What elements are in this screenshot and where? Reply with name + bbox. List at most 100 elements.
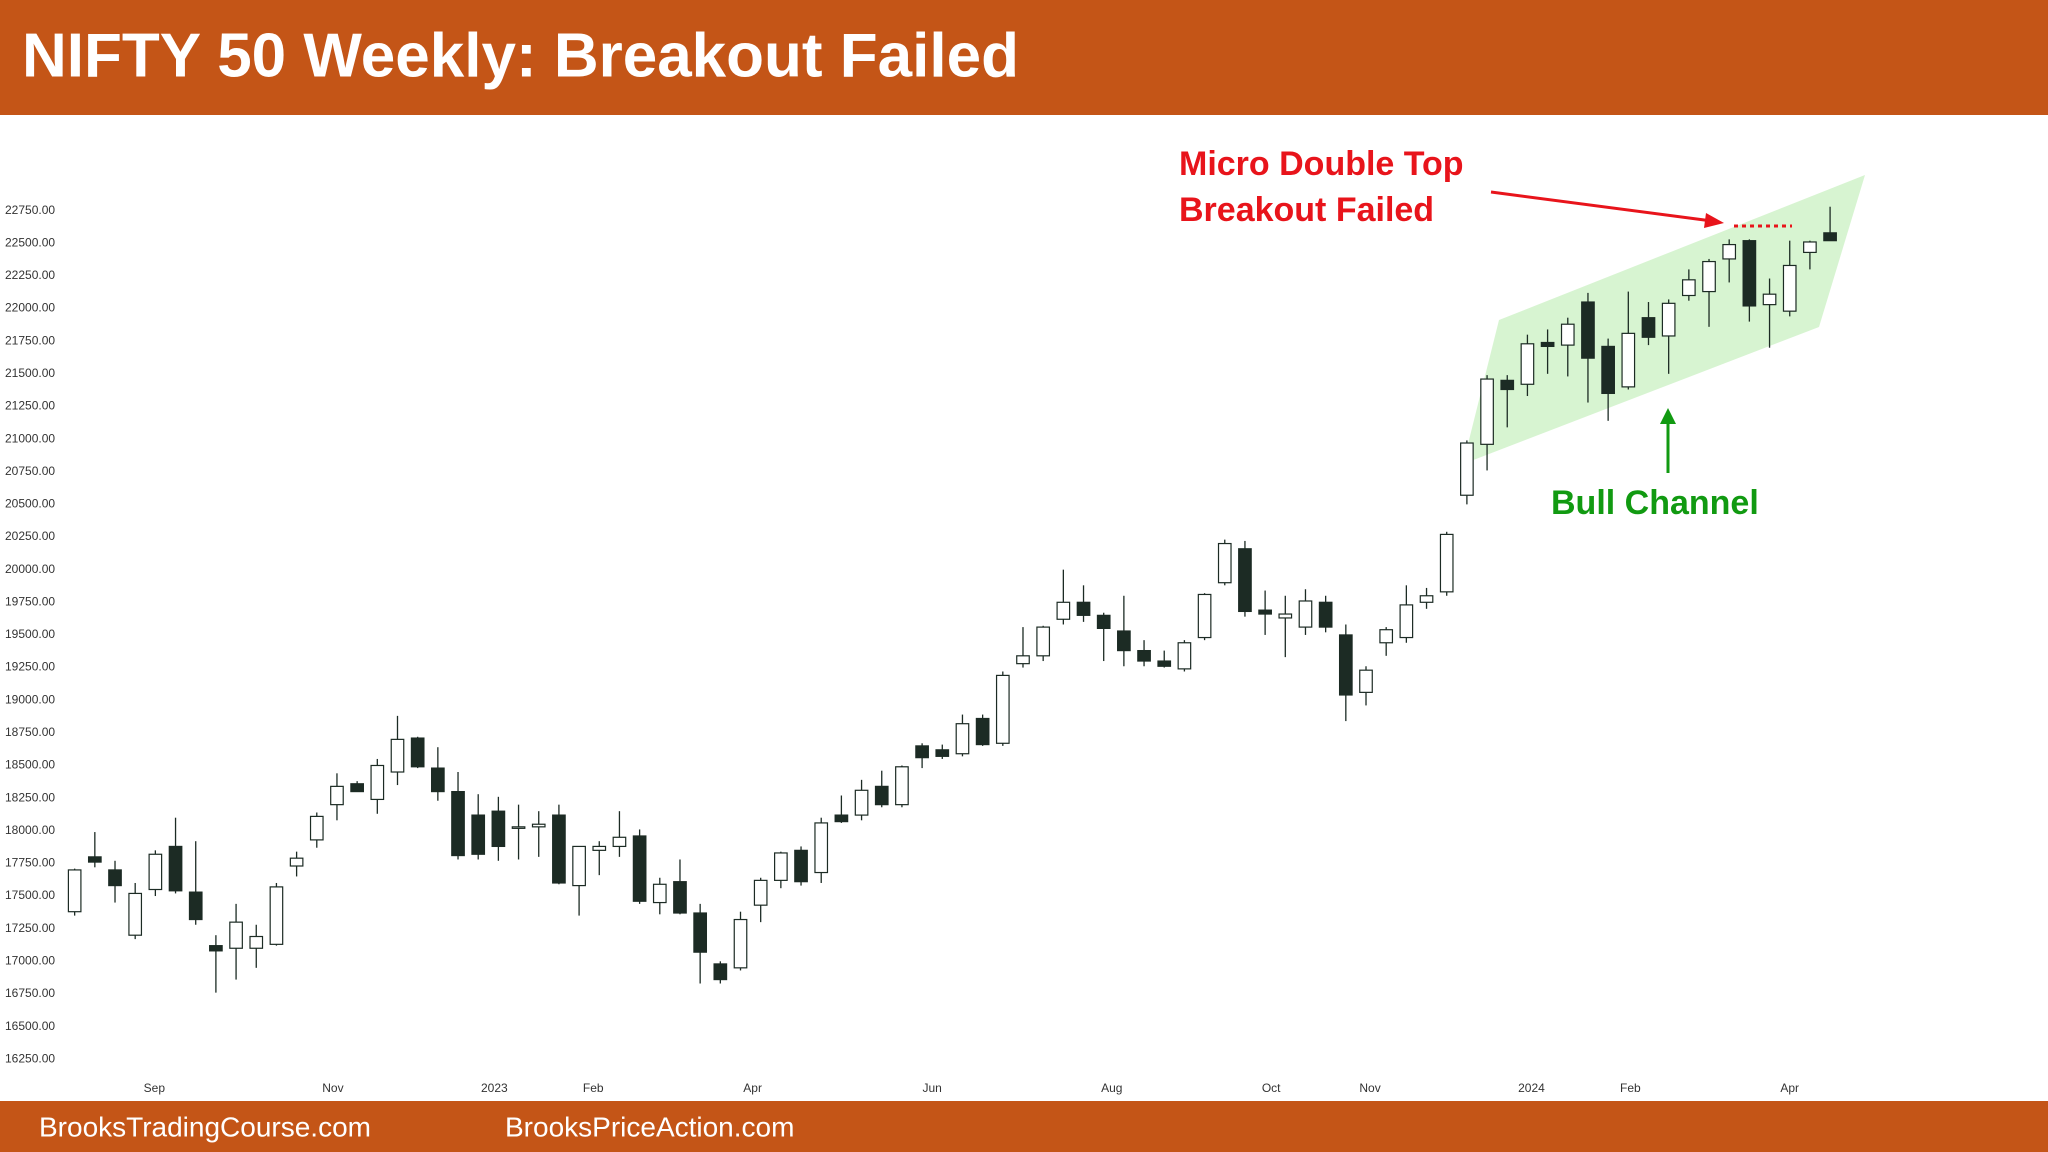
candle-body — [1399, 604, 1414, 639]
annotation: Bull Channel — [1551, 484, 1759, 522]
candle-body — [895, 766, 909, 806]
candle-body — [289, 857, 304, 867]
candle-body — [1056, 601, 1071, 620]
x-tick-label: Jun — [923, 1081, 942, 1095]
y-tick-label: 18500.00 — [5, 758, 55, 772]
candle-body — [390, 738, 405, 773]
y-tick-label: 18000.00 — [5, 823, 55, 837]
candle-body — [1177, 642, 1192, 670]
candle-body — [1258, 609, 1272, 615]
candle-body — [1278, 613, 1293, 619]
y-tick-label: 20500.00 — [5, 497, 55, 511]
x-tick-label: Apr — [743, 1081, 762, 1095]
candle-body — [209, 945, 223, 952]
candle-body — [794, 849, 808, 883]
candle-body — [1419, 595, 1434, 603]
x-tick-label: Feb — [583, 1081, 604, 1095]
y-tick-label: 19500.00 — [5, 627, 55, 641]
x-tick-label: Sep — [144, 1081, 166, 1095]
y-tick-label: 17750.00 — [5, 856, 55, 870]
candle-body — [1581, 301, 1595, 359]
candle-body — [330, 785, 344, 806]
y-tick-label: 17000.00 — [5, 953, 55, 967]
candle-body — [1096, 614, 1111, 630]
candle-body — [1480, 378, 1494, 445]
candle-body — [814, 822, 829, 874]
y-tick-label: 20250.00 — [5, 529, 55, 543]
y-tick-label: 20000.00 — [5, 562, 55, 576]
candle-body — [1540, 341, 1555, 348]
y-tick-label: 22000.00 — [5, 301, 55, 315]
candle-body — [995, 674, 1010, 744]
candle-body — [1359, 669, 1373, 693]
candle-body — [168, 845, 183, 892]
candle-body — [128, 892, 143, 936]
y-tick-label: 19250.00 — [5, 660, 55, 674]
candle-body — [249, 935, 264, 949]
candle-body — [1137, 649, 1151, 662]
candle-body — [733, 918, 748, 969]
candle-body — [612, 836, 627, 848]
plot: 22750.00 22500.00 22250.00 22000.00 21750.00… — [5, 203, 1837, 1095]
y-tick-label: 21250.00 — [5, 399, 55, 413]
y-tick-label: 17250.00 — [5, 921, 55, 935]
candle-body — [572, 845, 586, 887]
candle-body — [1298, 600, 1313, 628]
candle-body — [1702, 260, 1716, 293]
x-tick-label: 2024 — [1518, 1081, 1545, 1095]
candle-body — [1460, 442, 1474, 496]
x-tick-label: Nov — [322, 1081, 343, 1095]
y-tick-label: 18750.00 — [5, 725, 55, 739]
red-arrow-head — [1704, 213, 1724, 228]
candle-body — [148, 853, 163, 891]
candle-body — [410, 737, 425, 768]
candle-body — [1823, 232, 1837, 242]
y-tick-label: 18250.00 — [5, 790, 55, 804]
y-tick-label: 19750.00 — [5, 594, 55, 608]
footer-link: BrooksPriceAction.com — [505, 1111, 794, 1142]
candle-body — [673, 881, 687, 914]
candle-body — [1782, 264, 1797, 312]
y-tick-label: 22500.00 — [5, 235, 55, 249]
candle-body — [1117, 630, 1131, 652]
x-tick-label: 2023 — [481, 1081, 508, 1095]
candle-body — [511, 826, 526, 829]
candle-body — [471, 814, 486, 855]
candle-body — [1318, 601, 1333, 628]
x-tick-label: Aug — [1101, 1081, 1122, 1095]
candle-body — [975, 717, 990, 746]
candle-body — [1076, 601, 1091, 616]
candle-body — [1379, 629, 1394, 644]
candle-body — [1762, 293, 1777, 306]
candle-body — [1803, 241, 1817, 254]
x-tick-label: Feb — [1620, 1081, 1641, 1095]
y-tick-label: 17500.00 — [5, 888, 55, 902]
candle-body — [1621, 332, 1636, 388]
y-tick-label: 19000.00 — [5, 692, 55, 706]
candle-body — [834, 814, 849, 823]
candle-body — [915, 745, 929, 759]
candle-body — [935, 749, 950, 757]
candle-body — [430, 767, 445, 793]
candle-body — [370, 764, 385, 801]
candle-body — [1036, 626, 1051, 657]
candle-body — [108, 869, 122, 887]
y-tick-label: 20750.00 — [5, 464, 55, 478]
candle-body — [1500, 379, 1515, 391]
candle-body — [1238, 548, 1252, 613]
candle-body — [1197, 593, 1212, 639]
candle-body — [592, 845, 607, 851]
candle-body — [309, 815, 324, 841]
page-title: NIFTY 50 Weekly: Breakout Failed — [22, 21, 1019, 90]
candle-body — [774, 852, 788, 881]
y-tick-label: 21500.00 — [5, 366, 55, 380]
candle-body — [1742, 240, 1757, 307]
y-tick-label: 16250.00 — [5, 1051, 55, 1065]
candle-body — [955, 723, 970, 755]
candle-body — [1722, 243, 1737, 260]
candle-body — [451, 790, 465, 857]
x-tick-label: Nov — [1359, 1081, 1380, 1095]
header-bar — [0, 0, 2048, 115]
candle-body — [350, 783, 364, 793]
